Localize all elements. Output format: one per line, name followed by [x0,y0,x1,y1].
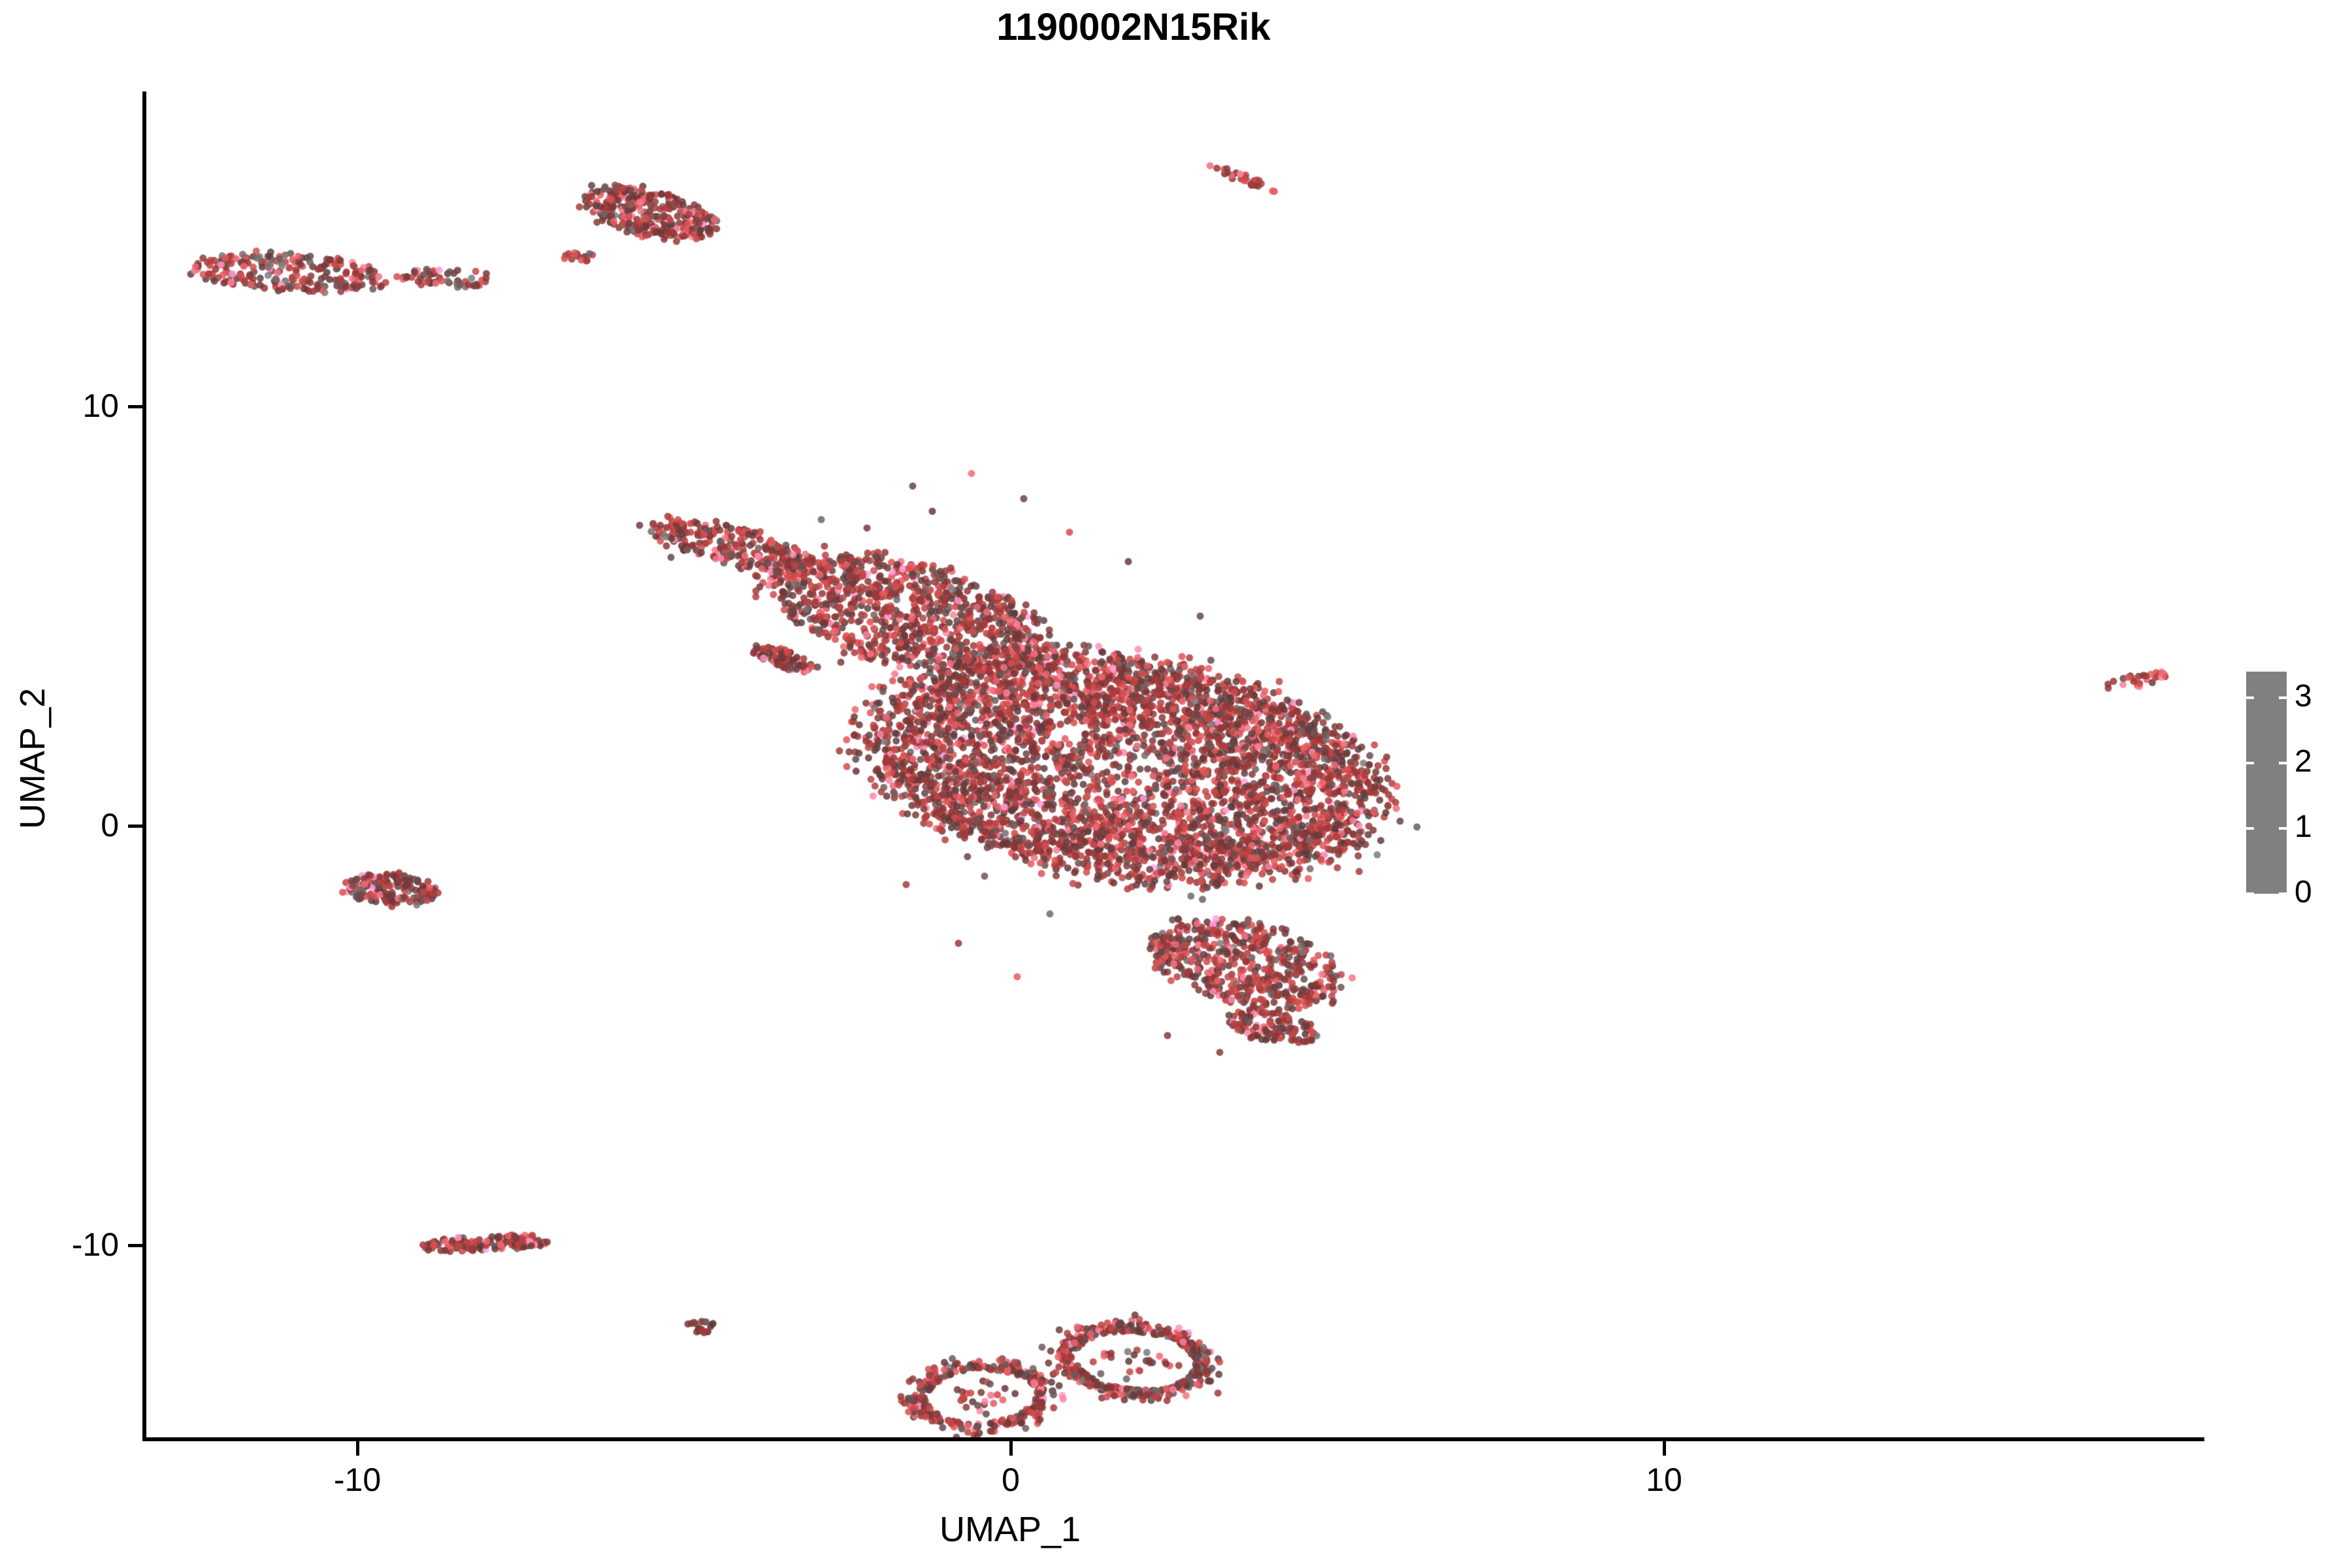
colorbar-tick-mark [2279,892,2287,895]
colorbar-tick-label: 0 [2295,875,2312,909]
y-tick-mark [128,825,142,828]
y-tick-label: -10 [71,1226,119,1263]
colorbar-tick-label: 3 [2295,679,2312,713]
colorbar-tick-label: 1 [2295,809,2312,844]
colorbar-tick-mark [2246,892,2254,895]
colorbar-tick-mark [2279,827,2287,830]
x-tick-label: 0 [1002,1462,1020,1498]
page-title: 1190002N15Rik [996,6,1271,48]
colorbar-tick-mark [2246,762,2254,764]
colorbar-tick-mark [2246,827,2254,830]
x-tick-label: 10 [1646,1462,1682,1498]
x-tick-mark [1663,1441,1666,1456]
colorbar-tick-mark [2279,696,2287,699]
y-axis-label: UMAP_2 [13,687,52,830]
y-tick-label: 10 [82,387,119,424]
colorbar-tick-mark [2279,762,2287,764]
y-axis-line [142,91,146,1441]
scatter-points-canvas [146,91,2204,1437]
x-tick-mark [356,1441,359,1456]
x-tick-mark [1009,1441,1013,1456]
x-axis-line [142,1437,2204,1441]
colorbar-legend: 3 2 1 0 [2246,672,2312,908]
y-tick-mark [128,405,142,408]
colorbar-tick-mark [2246,696,2254,699]
colorbar-gradient [2246,672,2287,894]
plot-panel [146,91,2204,1437]
x-tick-label: -10 [333,1462,382,1498]
colorbar-tick-label: 2 [2295,744,2312,779]
y-tick-label: 0 [101,807,119,843]
x-axis-label: UMAP_1 [939,1510,1081,1549]
y-tick-mark [128,1244,142,1247]
